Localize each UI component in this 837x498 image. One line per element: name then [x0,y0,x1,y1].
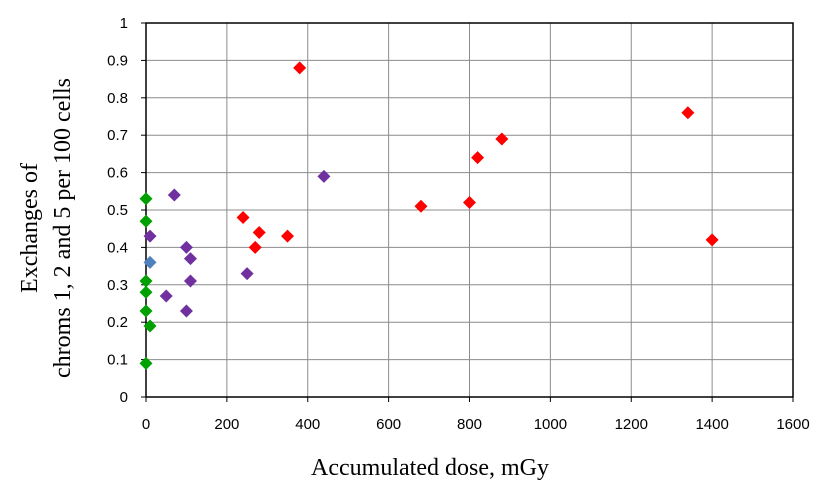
data-point-series-4 [463,196,476,210]
data-points [139,61,719,370]
y-tick-label: 0.8 [107,90,128,107]
y-tick-label: 1 [120,15,128,32]
y-tick-label: 0.4 [107,239,128,256]
data-point-series-4 [252,225,266,239]
y-tick-label: 0.5 [107,202,128,219]
x-tick-label: 1600 [776,416,809,433]
gridlines [146,23,793,397]
data-point-series-4 [414,199,428,213]
data-point-series-4 [293,61,307,75]
x-tick-label: 1400 [695,416,728,433]
data-point-series-4 [471,151,485,165]
data-point-series-3 [143,229,157,243]
data-point-series-3 [183,252,197,266]
y-tick-label: 0.3 [107,277,128,294]
data-point-series-4 [495,132,509,146]
x-tick-label: 1200 [615,416,648,433]
y-tick-label: 0.7 [107,127,128,144]
data-point-series-4 [248,240,262,254]
data-point-series-1 [139,192,153,206]
data-point-series-3 [167,188,181,202]
x-axis-title: Accumulated dose, mGy [311,455,549,481]
data-point-series-3 [179,304,193,318]
data-point-series-2 [143,255,157,269]
data-point-series-3 [159,289,173,303]
data-point-series-3 [240,267,254,281]
data-point-series-1 [139,285,153,299]
y-axis-title-line-1: Exchanges of [17,163,43,293]
x-tick-label: 0 [142,416,150,433]
x-tick-label: 400 [295,416,320,433]
x-tick-label: 1000 [534,416,567,433]
x-tick-label: 600 [376,416,401,433]
x-axis-ticks: 0 200 400 600 800 1000 1200 1400 1600 [142,397,810,433]
y-tick-label: 0.9 [107,52,128,69]
data-point-series-4 [281,229,295,243]
data-point-series-1 [139,274,153,288]
data-point-series-3 [179,240,193,254]
y-tick-label: 0 [120,389,128,406]
data-point-series-3 [183,274,197,288]
y-tick-label: 0.1 [107,352,128,369]
data-point-series-4 [705,233,719,247]
data-point-series-4 [236,210,250,224]
data-point-series-3 [317,169,331,183]
data-point-series-4 [681,106,695,120]
x-tick-label: 200 [214,416,239,433]
data-point-series-1 [139,356,153,370]
y-tick-label: 0.6 [107,165,128,182]
data-point-series-1 [139,214,153,228]
y-tick-label: 0.2 [107,314,128,331]
y-axis-title-line-2: chroms 1, 2 and 5 per 100 cells [50,78,76,378]
data-point-series-1 [143,319,157,333]
y-axis-ticks: 0 0.1 0.2 0.3 0.4 0.5 0.6 0.7 0.8 0.9 1 [107,15,146,406]
data-point-series-1 [139,304,153,318]
x-tick-label: 800 [457,416,482,433]
